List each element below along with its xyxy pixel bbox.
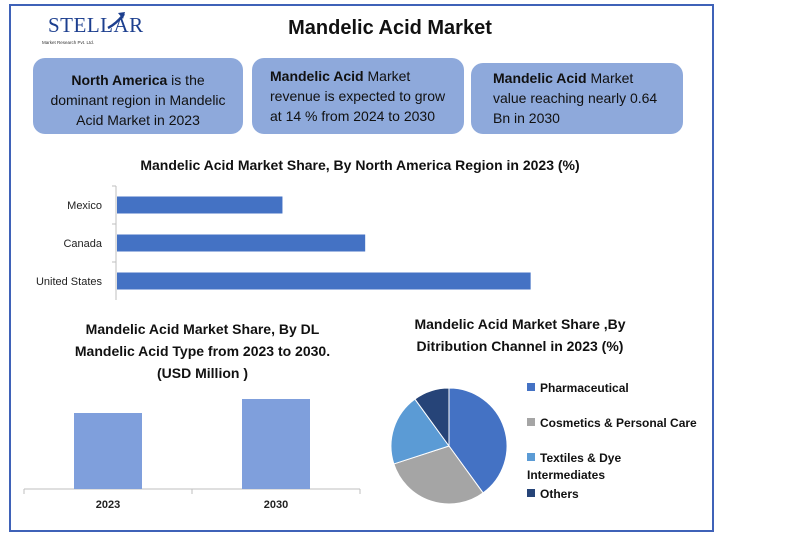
highlight-bold: Mandelic Acid: [270, 68, 364, 84]
legend-label: Cosmetics & Personal Care: [540, 416, 697, 430]
region-bar: [117, 272, 531, 290]
type-bar: [242, 399, 310, 489]
legend-swatch: [527, 453, 535, 461]
region-tick-label: Canada: [63, 238, 102, 250]
highlight-box-region: North America is the dominant region in …: [33, 58, 243, 134]
highlight-bold: Mandelic Acid: [493, 70, 587, 86]
legend-swatch: [527, 383, 535, 391]
legend-swatch: [527, 418, 535, 426]
type-chart-title: Mandelic Acid Market Share, By DL Mandel…: [74, 321, 331, 381]
page-title: Mandelic Acid Market: [288, 17, 492, 39]
legend-label: Others: [540, 487, 579, 501]
type-tick-label: 2030: [264, 499, 288, 511]
legend-item: Pharmaceutical: [527, 380, 702, 397]
region-bar: [117, 234, 366, 252]
type-bar: [74, 413, 142, 489]
type-tick-label: 2023: [96, 499, 120, 511]
legend-label: Textiles & Dye Intermediates: [527, 451, 622, 482]
highlight-text: is the dominant region in Mandelic Acid …: [50, 72, 226, 128]
legend-swatch: [527, 489, 535, 497]
region-bar: [117, 196, 283, 214]
pie-slice: [390, 398, 450, 465]
highlight-box-value: Mandelic Acid Market value reaching near…: [471, 63, 683, 134]
company-logo: STELLAR Market Research Pvt. Ltd.: [40, 12, 143, 49]
highlight-bold: North America: [71, 72, 168, 88]
logo-tagline: Market Research Pvt. Ltd.: [42, 40, 95, 45]
legend-item: Others: [527, 486, 702, 503]
channel-chart-title: Mandelic Acid Market Share ,By Ditributi…: [414, 316, 626, 354]
legend-item: Cosmetics & Personal Care: [527, 415, 702, 432]
pie-slice: [414, 387, 450, 448]
region-tick-label: Mexico: [67, 200, 102, 212]
region-chart-title: Mandelic Acid Market Share, By North Ame…: [140, 157, 580, 173]
logo-text: STELLAR: [48, 13, 144, 37]
pie-slice: [448, 387, 508, 494]
legend-label: Pharmaceutical: [540, 381, 629, 395]
pie-slice: [393, 445, 484, 505]
legend-item: Textiles & Dye Intermediates: [527, 450, 667, 484]
logo-arrow-icon: [107, 12, 125, 30]
highlight-text: Market revenue is expected to grow at 14…: [270, 68, 446, 124]
region-tick-label: United States: [36, 276, 103, 288]
highlight-text: Market value reaching nearly 0.64 Bn in …: [493, 70, 658, 126]
highlight-box-growth: Mandelic Acid Market revenue is expected…: [252, 58, 464, 134]
